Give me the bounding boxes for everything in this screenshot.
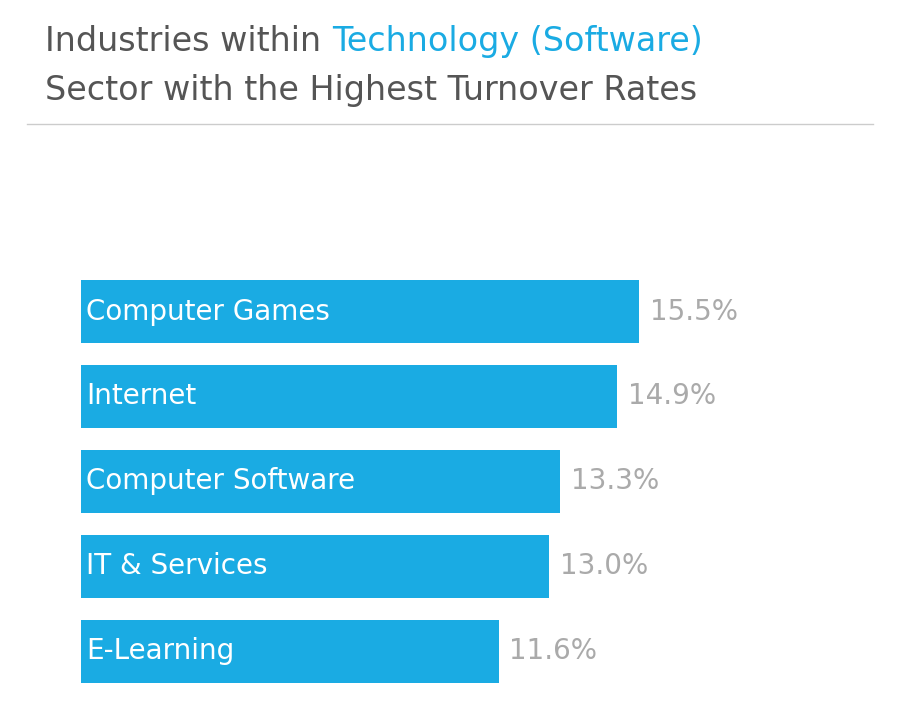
Text: E-Learning: E-Learning [86,637,235,666]
Bar [81,535,549,598]
Text: Computer Software: Computer Software [86,467,356,496]
Text: Computer Games: Computer Games [86,297,330,326]
Text: 11.6%: 11.6% [509,637,598,666]
Bar [81,280,639,343]
Text: 13.3%: 13.3% [571,467,659,496]
Bar [81,450,560,513]
Text: IT & Services: IT & Services [86,552,268,581]
Text: Technology (Software): Technology (Software) [332,25,703,58]
Text: 13.0%: 13.0% [560,552,648,581]
Bar [81,365,617,428]
Text: 15.5%: 15.5% [650,297,738,326]
Text: Industries within: Industries within [45,25,332,58]
Text: Internet: Internet [86,382,196,411]
Text: Sector with the Highest Turnover Rates: Sector with the Highest Turnover Rates [45,74,698,108]
Text: 14.9%: 14.9% [628,382,716,411]
Bar [81,620,499,683]
